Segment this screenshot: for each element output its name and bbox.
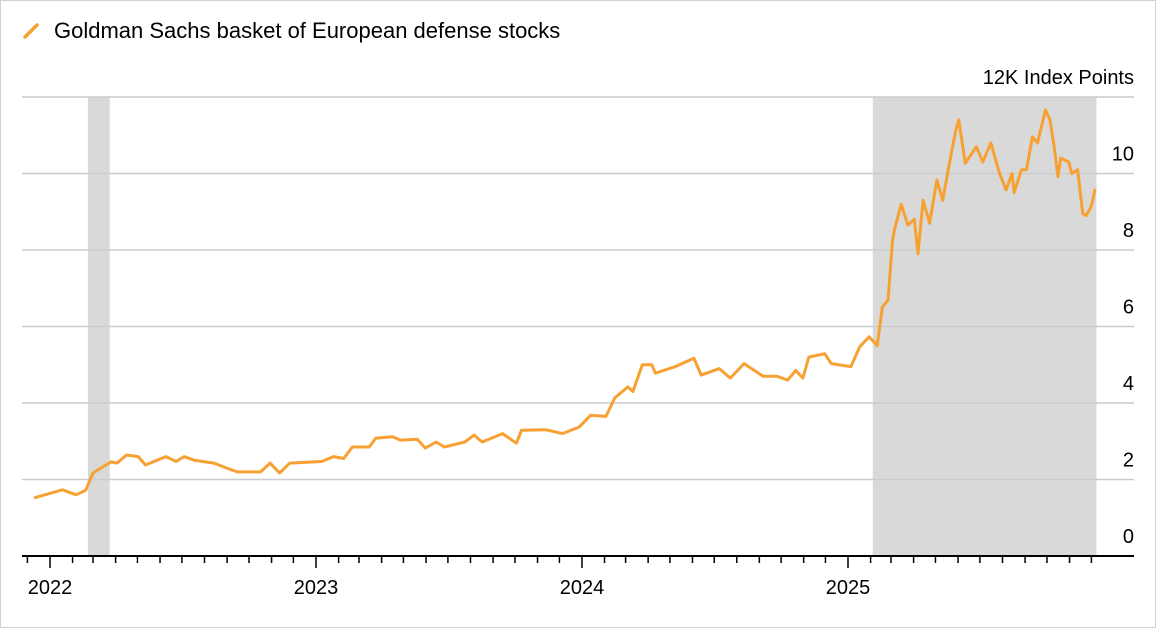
x-tick-label: 2023 — [294, 577, 339, 599]
series-line — [33, 108, 1097, 500]
x-tick-label: 2024 — [560, 577, 605, 599]
y-tick-label: 6 — [1123, 297, 1134, 319]
y-axis-label: 12K Index Points — [983, 67, 1134, 89]
x-tick-label: 2022 — [28, 577, 73, 599]
y-tick-label: 0 — [1123, 526, 1134, 548]
y-tick-label: 10 — [1112, 144, 1134, 166]
legend: Goldman Sachs basket of European defense… — [22, 18, 560, 44]
y-tick-label: 4 — [1123, 373, 1134, 395]
legend-label: Goldman Sachs basket of European defense… — [54, 18, 561, 43]
x-tick-label: 2025 — [826, 577, 871, 599]
legend-line-swatch-icon — [23, 23, 39, 39]
y-tick-label: 8 — [1123, 220, 1134, 242]
y-tick-label: 2 — [1123, 450, 1134, 472]
